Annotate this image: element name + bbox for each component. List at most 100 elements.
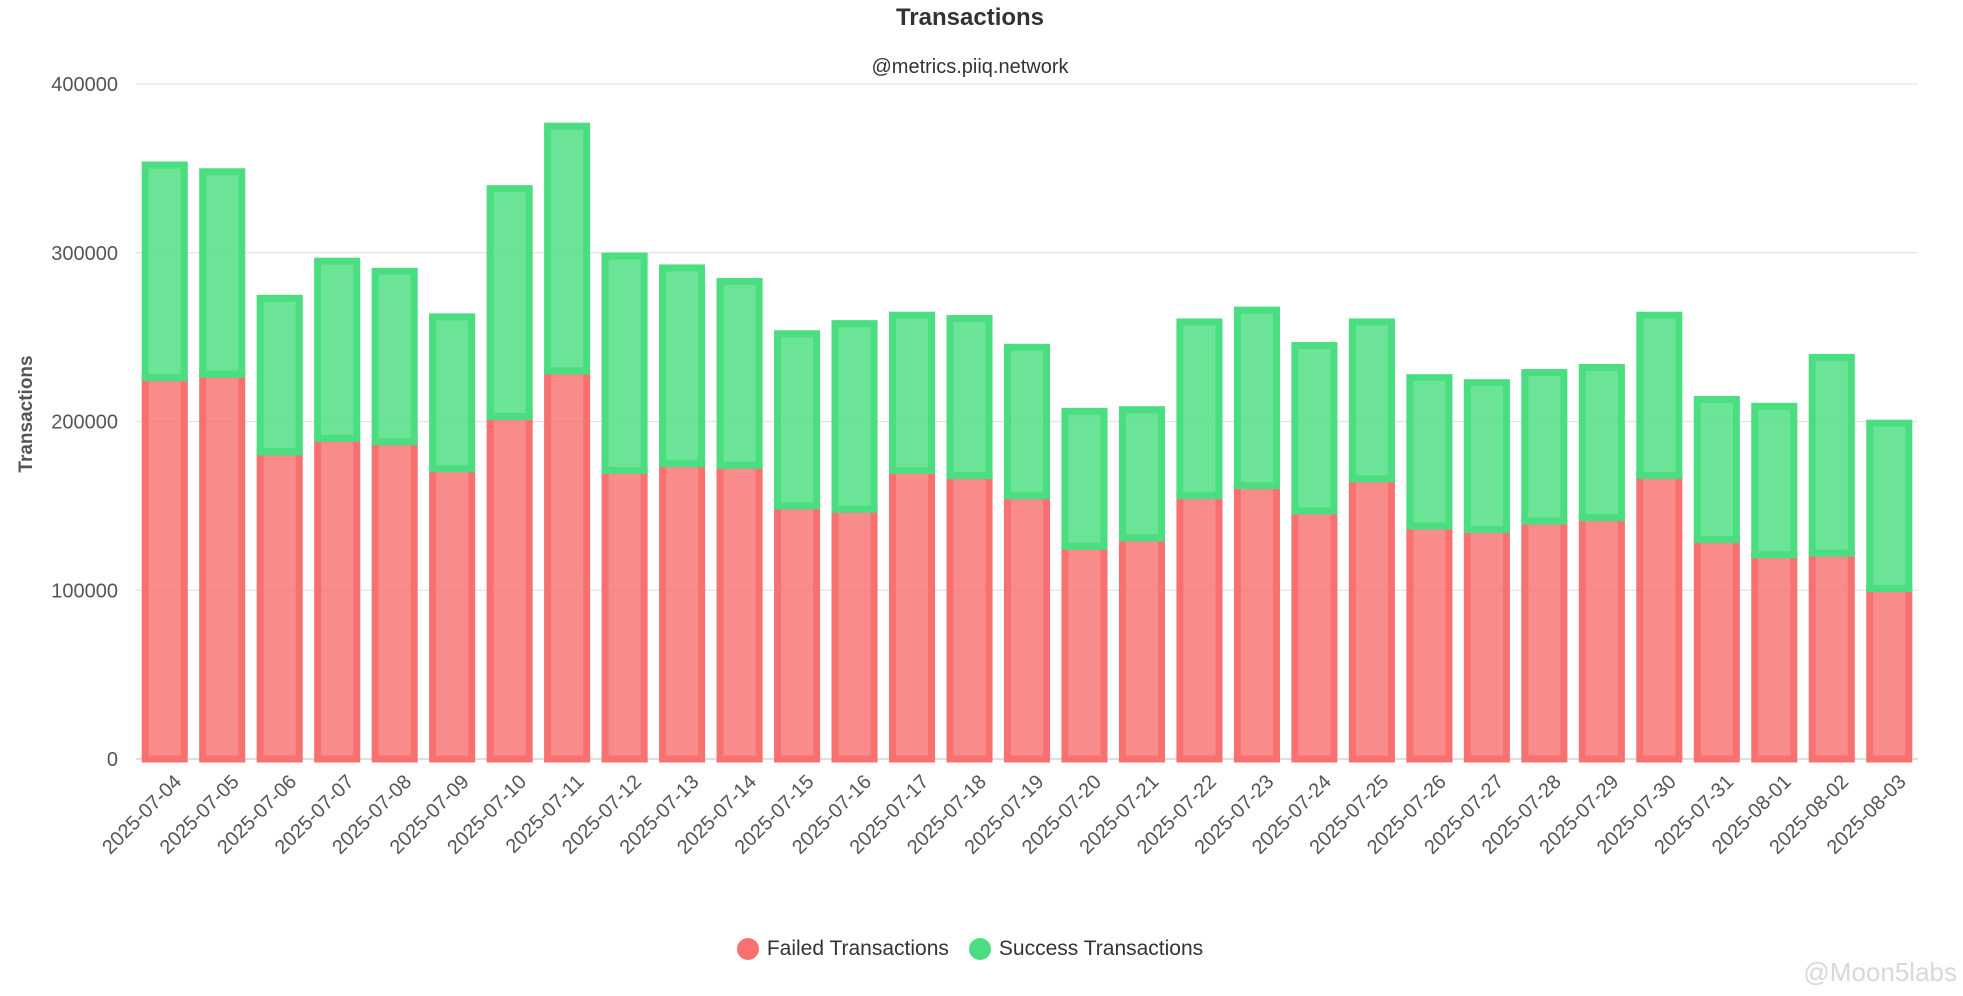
bar-success[interactable] <box>1578 364 1625 522</box>
bar-failed-rect[interactable] <box>1866 585 1913 763</box>
bar-failed-rect[interactable] <box>1693 536 1740 763</box>
bar-success-rect[interactable] <box>1463 379 1510 533</box>
bar-success[interactable] <box>1291 342 1338 515</box>
bar-success[interactable] <box>1003 343 1051 500</box>
bar-failed[interactable] <box>1176 492 1223 763</box>
bar-failed-rect[interactable] <box>314 434 361 763</box>
bar-success[interactable] <box>1406 374 1453 530</box>
bar-failed-rect[interactable] <box>601 466 648 763</box>
bar-success-rect[interactable] <box>544 122 591 375</box>
bar-failed-rect[interactable] <box>1176 492 1223 763</box>
bar-success[interactable] <box>544 122 591 375</box>
bar-failed[interactable] <box>1061 542 1108 763</box>
bar-success[interactable] <box>601 252 648 474</box>
bar-failed-rect[interactable] <box>1348 475 1395 763</box>
bar-failed[interactable] <box>1233 482 1280 763</box>
bar-failed-rect[interactable] <box>429 465 476 763</box>
bar-success[interactable] <box>1808 353 1855 557</box>
bar-failed[interactable] <box>544 367 591 763</box>
bar-success-rect[interactable] <box>1808 353 1855 557</box>
bar-success-rect[interactable] <box>256 294 303 456</box>
bar-failed[interactable] <box>1521 517 1568 763</box>
bar-failed[interactable] <box>1866 585 1913 763</box>
bar-failed[interactable] <box>1003 492 1051 763</box>
bar-failed[interactable] <box>314 434 361 763</box>
bar-success-rect[interactable] <box>486 185 533 420</box>
bar-failed-rect[interactable] <box>1521 517 1568 763</box>
bar-success[interactable] <box>716 277 763 469</box>
bar-failed[interactable] <box>716 461 763 763</box>
bar-success-rect[interactable] <box>1118 406 1166 542</box>
bar-failed-rect[interactable] <box>256 448 303 763</box>
bar-failed[interactable] <box>141 374 188 763</box>
legend-item-failed[interactable]: Failed Transactions <box>736 937 949 961</box>
bar-success-rect[interactable] <box>1521 369 1568 525</box>
bar-success[interactable] <box>141 161 188 382</box>
bar-success-rect[interactable] <box>1866 419 1913 593</box>
bar-success[interactable] <box>946 315 993 479</box>
bar-success[interactable] <box>1463 379 1510 533</box>
bar-failed-rect[interactable] <box>659 460 706 763</box>
bar-success[interactable] <box>199 168 246 378</box>
bar-failed-rect[interactable] <box>486 412 533 763</box>
bar-success-rect[interactable] <box>429 313 476 473</box>
bar-failed-rect[interactable] <box>1406 522 1453 763</box>
bar-failed[interactable] <box>1118 534 1166 763</box>
bar-success[interactable] <box>888 311 936 474</box>
bar-failed-rect[interactable] <box>1751 551 1798 763</box>
bar-failed-rect[interactable] <box>371 438 418 763</box>
bar-failed-rect[interactable] <box>1118 534 1166 763</box>
bar-failed[interactable] <box>256 448 303 763</box>
bar-success[interactable] <box>256 294 303 456</box>
bar-success-rect[interactable] <box>1693 396 1740 544</box>
bar-failed[interactable] <box>1808 549 1855 763</box>
bar-failed[interactable] <box>1291 507 1338 763</box>
bar-failed-rect[interactable] <box>716 461 763 763</box>
bar-success[interactable] <box>1693 396 1740 544</box>
bar-failed-rect[interactable] <box>1578 514 1625 763</box>
bar-success-rect[interactable] <box>601 252 648 474</box>
bar-success[interactable] <box>1176 318 1223 500</box>
bar-success[interactable] <box>314 257 361 442</box>
bar-failed[interactable] <box>486 412 533 763</box>
bar-success-rect[interactable] <box>371 267 418 446</box>
bar-failed-rect[interactable] <box>774 502 821 763</box>
bar-failed-rect[interactable] <box>1808 549 1855 763</box>
bar-success-rect[interactable] <box>1751 402 1798 559</box>
bar-failed[interactable] <box>1636 472 1683 763</box>
bar-failed[interactable] <box>429 465 476 763</box>
bar-failed[interactable] <box>946 472 993 763</box>
bar-failed[interactable] <box>1406 522 1453 763</box>
bar-success[interactable] <box>486 185 533 420</box>
bar-failed-rect[interactable] <box>831 505 878 763</box>
bar-failed-rect[interactable] <box>1291 507 1338 763</box>
bar-failed-rect[interactable] <box>141 374 188 763</box>
bar-failed[interactable] <box>1693 536 1740 763</box>
bar-success-rect[interactable] <box>831 320 878 513</box>
bar-failed-rect[interactable] <box>544 367 591 763</box>
bar-success-rect[interactable] <box>1291 342 1338 515</box>
bar-failed[interactable] <box>659 460 706 763</box>
bar-failed[interactable] <box>371 438 418 763</box>
bar-success[interactable] <box>1521 369 1568 525</box>
bar-failed-rect[interactable] <box>1233 482 1280 763</box>
bar-success-rect[interactable] <box>1636 311 1683 479</box>
bar-success[interactable] <box>1751 402 1798 559</box>
bar-failed-rect[interactable] <box>1636 472 1683 763</box>
bar-failed[interactable] <box>831 505 878 763</box>
bar-failed[interactable] <box>1463 526 1510 763</box>
bar-success-rect[interactable] <box>141 161 188 382</box>
bar-success-rect[interactable] <box>199 168 246 378</box>
bar-success[interactable] <box>1233 306 1280 490</box>
bar-failed[interactable] <box>1578 514 1625 763</box>
bar-success-rect[interactable] <box>1003 343 1051 500</box>
bar-success-rect[interactable] <box>314 257 361 442</box>
bar-failed-rect[interactable] <box>1463 526 1510 763</box>
bar-success-rect[interactable] <box>716 277 763 469</box>
bar-success-rect[interactable] <box>1406 374 1453 530</box>
bar-success[interactable] <box>774 330 821 510</box>
bar-failed[interactable] <box>1348 475 1395 763</box>
bar-success[interactable] <box>1348 318 1395 483</box>
bar-failed-rect[interactable] <box>888 466 936 763</box>
bar-success-rect[interactable] <box>888 311 936 474</box>
